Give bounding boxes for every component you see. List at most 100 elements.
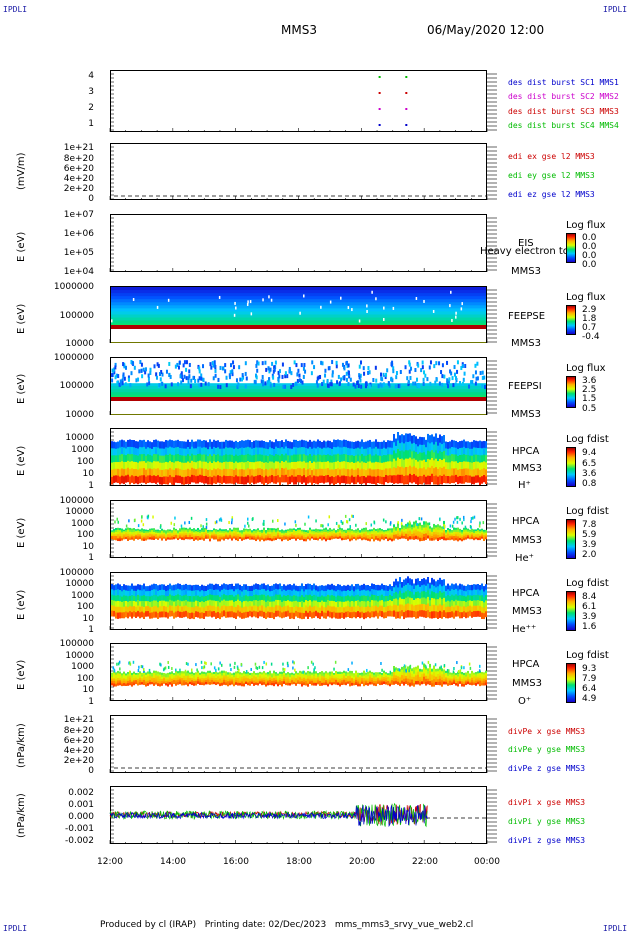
- hpca-h-slice: [349, 448, 351, 456]
- hpca-h-slice: [339, 454, 341, 463]
- hpca-he-slice: [351, 538, 353, 541]
- hpca-hepp-slice: [377, 595, 379, 603]
- hpca-hepp-slice: [319, 602, 321, 609]
- panel-divpe: [110, 715, 487, 773]
- hpca-he-slice: [119, 532, 121, 535]
- hpca-hepp-slice: [159, 600, 161, 607]
- hpca-h-slice: [459, 441, 461, 449]
- hpca-he-slice: [471, 535, 473, 538]
- feepsi-speck: [244, 384, 247, 389]
- hpca-he-slice: [227, 530, 229, 533]
- hpca-hepp-slice: [263, 594, 265, 601]
- corner-mark-tr: IPDLI: [603, 5, 628, 14]
- hpca-h-slice: [419, 436, 421, 446]
- hpca-he-slice: [253, 529, 255, 532]
- feepsi-speck: [253, 379, 256, 384]
- hpca-o-slice: [163, 674, 165, 677]
- hpca-he-slice: [457, 529, 459, 533]
- hpca-hepp-slice: [331, 606, 333, 613]
- hpca-h-slice: [457, 455, 459, 464]
- hpca-o-slice: [159, 681, 161, 685]
- hpca-h-slice: [427, 433, 429, 443]
- feepsi-speck: [187, 380, 190, 385]
- hpca-h-slice: [123, 469, 125, 477]
- hpca-h-slice: [277, 447, 279, 456]
- feepsi-speck: [426, 377, 429, 382]
- hpca-hepp-slice: [419, 604, 421, 611]
- hpca-he-slice: [185, 533, 187, 536]
- hpca-h-slice: [447, 442, 449, 450]
- hpca-o-slice: [235, 671, 237, 675]
- hpca-h-slice: [127, 453, 129, 462]
- hpca-h-slice: [187, 468, 189, 477]
- hpca-he-slice: [181, 529, 183, 533]
- hpca-he-slice: [185, 527, 187, 531]
- hpca-hepp-slice: [259, 589, 261, 596]
- hpca-he-slice: [449, 532, 451, 535]
- hpca-o-slice: [111, 672, 113, 676]
- hpca-o-slice: [267, 676, 269, 679]
- hpca-o-slice: [181, 682, 183, 686]
- hpca-he-slice: [145, 533, 147, 536]
- hpca-o-slice: [117, 670, 119, 674]
- hpca-he-slice: [111, 535, 113, 538]
- feepsi-speck: [244, 361, 247, 366]
- hpca-he-slice: [237, 534, 239, 537]
- hpca-hepp-slice: [437, 612, 439, 619]
- hpca-he-slice: [235, 529, 237, 533]
- hpca-h-slice: [377, 455, 379, 463]
- hpca-he-slice: [415, 529, 417, 534]
- feepsi-speck: [317, 375, 320, 380]
- hpca-hepp-slice: [485, 605, 487, 612]
- hpca-he-slice: [165, 533, 167, 536]
- hpca-o-slice: [173, 678, 175, 681]
- hpca-hepp-slice: [167, 590, 169, 597]
- hpca-he-slice: [193, 530, 195, 533]
- hpca-h-slice: [441, 460, 443, 469]
- hpca-h-slice: [165, 447, 167, 456]
- hpca-he-slice: [283, 530, 285, 533]
- hpca-he-slice: [267, 535, 269, 539]
- hpca-hepp-slice: [215, 589, 217, 596]
- feepsi-speck: [438, 361, 441, 366]
- hpca-he-slice: [321, 532, 323, 536]
- hpca-hepp-slice: [365, 612, 367, 619]
- hpca-he-slice: [457, 534, 459, 537]
- hpca-he-slice: [439, 532, 441, 536]
- hpca-he-slice: [261, 531, 263, 534]
- hpca-he-slice: [287, 538, 289, 541]
- hpca-h-slice: [199, 474, 201, 483]
- hpca-h-slice: [389, 447, 391, 455]
- hpca-hepp-slice: [459, 600, 461, 607]
- hpca-o-slice: [111, 680, 113, 684]
- hpca-he-slice: [245, 537, 247, 540]
- hpca-o-slice: [143, 675, 145, 679]
- hpca-h-slice: [177, 439, 179, 448]
- hpca-he-slice: [343, 529, 345, 532]
- hpca-he-slice: [241, 530, 243, 533]
- hpca-hepp-slice: [125, 606, 127, 613]
- hpca-h-slice: [459, 468, 461, 477]
- hpca-o-slice: [129, 677, 131, 681]
- hpca-he-slice: [175, 530, 177, 533]
- hpca-he-slice: [359, 532, 361, 535]
- feepsi-speck: [290, 371, 293, 376]
- hpca-o-slice: [195, 672, 197, 675]
- hpca-he-slice: [229, 529, 231, 533]
- hpca-h-slice: [311, 462, 313, 471]
- hpca-o-slice: [129, 680, 131, 683]
- hpca-h-slice: [191, 467, 193, 476]
- hpca-he-slice: [213, 535, 215, 538]
- hpca-o-slice: [161, 679, 163, 682]
- hpca-he-slice: [401, 524, 403, 528]
- feepse-speck: [451, 318, 453, 322]
- hpca-hepp-slice: [387, 585, 389, 592]
- hpca-hepp-slice: [211, 589, 213, 596]
- hpca-h-slice: [149, 454, 151, 463]
- hpca-hepp-slice: [305, 600, 307, 606]
- hpca-hepp-slice: [175, 589, 177, 596]
- hpca-he-slice: [129, 527, 131, 531]
- hpca-he-slice: [157, 536, 159, 539]
- hpca-hepp-slice: [311, 596, 313, 602]
- feepsi-speck: [272, 375, 275, 380]
